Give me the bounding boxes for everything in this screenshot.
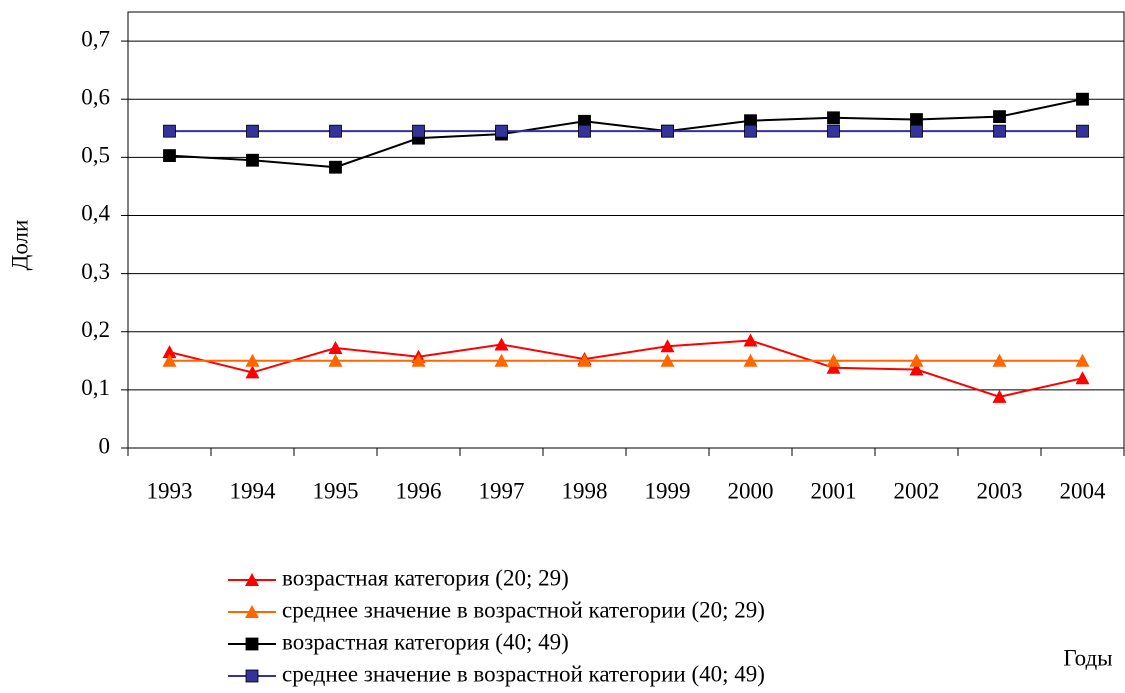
data-point xyxy=(909,353,924,367)
x-tick-label: 1995 xyxy=(313,478,359,503)
data-point xyxy=(329,160,342,174)
data-point xyxy=(328,341,343,355)
legend-marker xyxy=(245,605,259,618)
data-point xyxy=(494,337,509,351)
data-point xyxy=(329,124,342,138)
x-tick-label: 1996 xyxy=(396,478,442,503)
data-point xyxy=(827,124,840,138)
data-point xyxy=(328,353,343,367)
data-point xyxy=(245,365,260,379)
data-point xyxy=(660,353,675,367)
x-tick-label: 1999 xyxy=(645,478,691,503)
legend-label: среднее значение в возрастной категории … xyxy=(282,597,765,622)
data-point xyxy=(1076,92,1089,106)
data-point xyxy=(744,124,757,138)
x-tick-label: 1994 xyxy=(230,478,277,503)
data-point xyxy=(246,153,259,167)
y-tick-label: 0,6 xyxy=(81,84,110,109)
x-tick-label: 2000 xyxy=(728,478,774,503)
data-point xyxy=(162,353,177,367)
data-point xyxy=(660,339,675,353)
data-point xyxy=(993,124,1006,138)
data-point xyxy=(245,353,260,367)
data-point xyxy=(1076,124,1089,138)
legend-marker xyxy=(245,637,259,651)
x-tick-label: 1993 xyxy=(147,478,193,503)
legend-label: возрастная категория (40; 49) xyxy=(282,629,569,654)
plot-frame xyxy=(127,11,1125,449)
data-point xyxy=(1075,353,1090,367)
legend-marker xyxy=(245,573,259,586)
y-tick-label: 0,7 xyxy=(81,26,110,51)
data-point xyxy=(826,353,841,367)
data-point xyxy=(162,345,177,359)
y-tick-label: 0,1 xyxy=(81,375,110,400)
data-point xyxy=(1075,371,1090,385)
data-point xyxy=(163,149,176,162)
x-tick-label: 2001 xyxy=(811,478,857,503)
y-tick-label: 0,4 xyxy=(81,201,110,226)
data-point xyxy=(910,124,923,138)
data-point xyxy=(993,110,1006,124)
data-point xyxy=(743,353,758,367)
data-point xyxy=(494,353,509,367)
legend-label: возрастная категория (20; 29) xyxy=(282,565,569,590)
data-point xyxy=(495,124,508,138)
x-tick-label: 2003 xyxy=(977,478,1023,503)
data-point xyxy=(661,124,674,138)
x-tick-label: 1998 xyxy=(562,478,608,503)
data-point xyxy=(163,124,176,138)
x-axis-label: Годы xyxy=(1063,645,1112,670)
y-tick-label: 0,2 xyxy=(81,317,110,342)
series-line xyxy=(169,339,1083,398)
data-point xyxy=(578,124,591,138)
data-point xyxy=(246,124,259,138)
y-tick-label: 0,3 xyxy=(81,259,110,284)
data-point xyxy=(910,113,923,126)
data-point xyxy=(411,353,426,367)
x-tick-label: 1997 xyxy=(479,478,525,503)
legend-marker xyxy=(245,669,259,683)
y-tick-label: 0,5 xyxy=(81,143,110,168)
data-point xyxy=(827,111,840,125)
data-point xyxy=(743,333,758,347)
data-point xyxy=(909,362,924,376)
y-axis-label: Доли xyxy=(7,220,32,271)
x-tick-label: 2002 xyxy=(894,478,940,503)
data-point xyxy=(412,124,425,138)
data-point xyxy=(992,389,1007,403)
y-tick-label: 0 xyxy=(99,433,111,458)
legend-label: среднее значение в возрастной категории … xyxy=(282,661,765,686)
data-point xyxy=(577,353,592,367)
series-line xyxy=(169,98,1083,169)
data-point xyxy=(992,353,1007,367)
data-point xyxy=(826,360,841,374)
x-tick-label: 2004 xyxy=(1060,478,1107,503)
